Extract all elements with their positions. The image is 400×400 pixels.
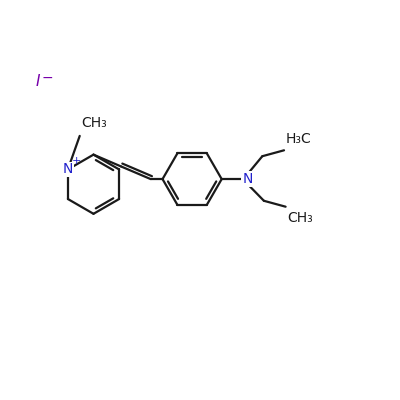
Text: N: N xyxy=(63,162,73,176)
Text: CH₃: CH₃ xyxy=(82,116,108,130)
Text: −: − xyxy=(41,71,53,85)
Text: CH₃: CH₃ xyxy=(287,211,313,225)
Text: +: + xyxy=(72,156,81,166)
Text: N: N xyxy=(242,172,252,186)
Text: H₃C: H₃C xyxy=(286,132,311,146)
Text: I: I xyxy=(36,74,40,89)
